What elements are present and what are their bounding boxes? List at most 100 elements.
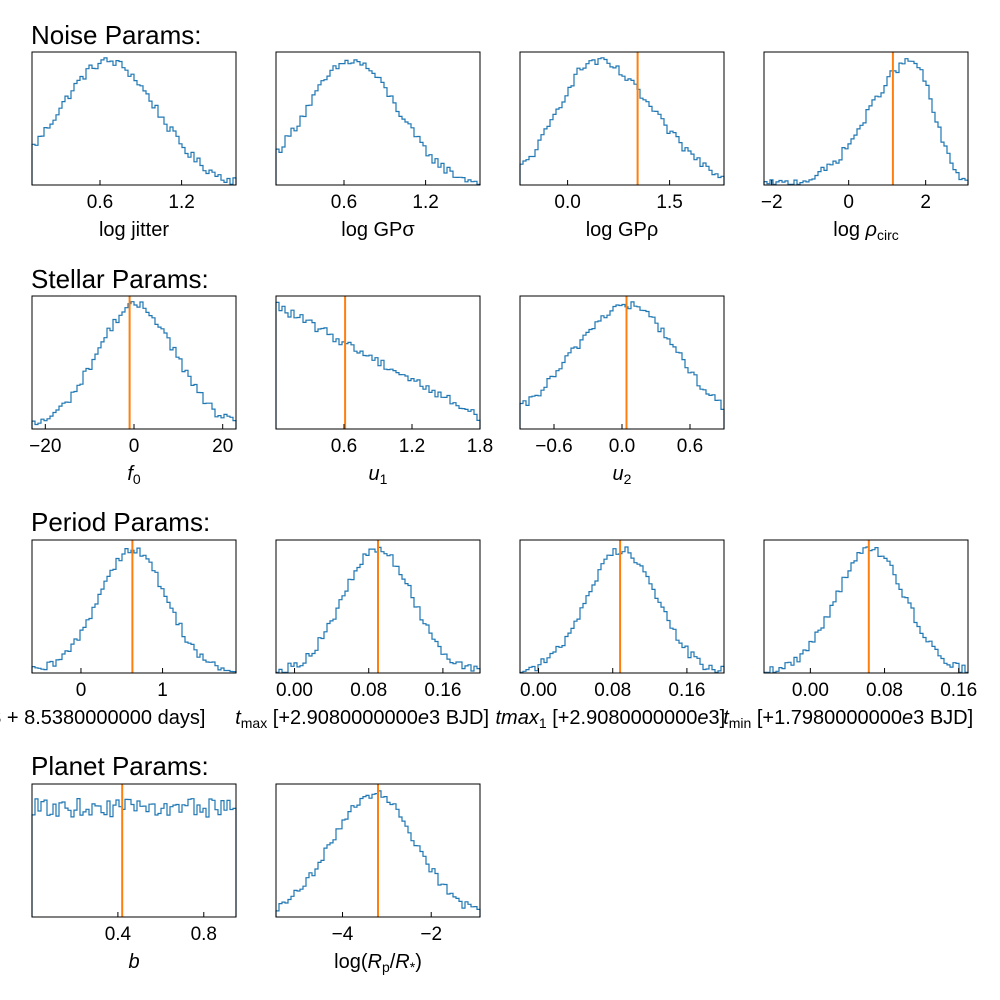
axes-frame [763,51,969,186]
histogram-bars [31,301,237,429]
x-tick-label: 0.00 [792,680,829,701]
section-title-planet: Planet Params: [31,751,209,781]
axis-label-part: 0 [133,471,141,487]
histogram-panels: 0.6 1.2 log jitter 0.6 1.2 log GPσ 0.0 1.5 log G… [0,51,977,975]
x-tick-label: 1.2 [399,436,425,457]
x-axis-label: tmax [+2.9080000000e3 BJD] [235,707,489,731]
axis-label-part: 1 [539,715,547,731]
axis-label-part: / [390,951,396,973]
axis-label-part: t [723,707,730,729]
axis-label-part: log jitter [99,219,169,241]
x-tick-label: 1.8 [467,436,493,457]
axes-frame [275,51,481,186]
axis-label-part: max [241,715,267,731]
x-tick-label: 0.0 [554,192,580,213]
x-tick-label: 0.16 [424,680,461,701]
x-axis-label: log(Rp/R*) [334,951,422,975]
axes-frame [31,539,237,674]
x-tick-label: 0.00 [520,680,557,701]
x-tick-label: 0.6 [677,436,703,457]
axis-label-part: 3 BJD] [913,707,973,729]
x-axis-label: f0 [127,463,141,487]
x-tick-label: 0.4 [105,924,132,945]
x-tick-label: 0.6 [331,436,357,457]
x-tick-label: 0.16 [940,680,977,701]
axis-label-part: e [418,707,429,729]
axis-label-part: tmax [496,707,540,729]
histogram-panel: 0.6 1.2 log jitter [31,51,237,241]
x-tick-label: 0 [129,436,140,457]
axes-frame [31,783,237,918]
histogram-panel: 0.6 1.2 1.8 u1 [275,295,493,487]
x-tick-label: 0.0 [609,436,635,457]
axis-label-part: * [410,959,416,975]
histogram-bars [31,798,237,917]
axis-label-part: f [127,463,135,485]
axes-frame [275,539,481,674]
axis-label-part: u [369,463,380,485]
x-tick-label: 0.6 [331,192,357,213]
axis-label-part: e [902,707,913,729]
axis-label-part: e [697,707,708,729]
axis-label-part: 1 [380,471,388,487]
axis-label-part: log( [334,951,368,973]
axis-label-part: R [395,951,409,973]
x-tick-label: 0.6 [87,192,113,213]
axis-label-part: b [128,951,139,973]
histogram-panel: 0.4 0.8 b [31,783,237,973]
x-axis-label: b [128,951,139,973]
axis-label-part: log GPσ [341,219,415,241]
axes-frame [31,51,237,186]
histogram-bars [519,546,725,673]
histogram-bars [519,301,725,429]
histogram-bars [519,57,725,185]
x-tick-label: 0 [843,192,854,213]
x-axis-label: tmin [+1.7980000000e3 BJD] [723,707,973,731]
axis-label-part: [+2.9080000000 [547,707,698,729]
histogram-bars [31,547,237,673]
x-tick-label: 20 [212,436,233,457]
histogram-bars [763,58,969,185]
x-tick-label: 0.08 [594,680,631,701]
x-tick-label: 0 [76,680,87,701]
x-tick-label: 0.16 [668,680,705,701]
axis-label-part: ρ [865,219,877,241]
histogram-panel: 0.00 0.08 0.16 tmax1 [+2.9080000000e3] [496,539,725,731]
histogram-panel: 0.00 0.08 0.16 tmax [+2.9080000000e3 BJD] [235,539,489,731]
histogram-panel: 0.00 0.08 0.16 tmin [+1.7980000000e3 BJD] [723,539,977,731]
x-tick-label: 0.08 [866,680,903,701]
axis-label-part: [+2.9080000000 [267,707,418,729]
axis-label-part: circ [877,227,899,243]
axis-label-part: min [729,715,752,731]
axis-label-part: 3] [708,707,725,729]
axis-label-part: p [382,959,390,975]
axis-label-part: [+1.7980000000 [751,707,902,729]
x-tick-label: −4 [332,924,354,945]
x-axis-label: u2 [613,463,632,487]
histogram-bars [31,57,237,185]
x-tick-label: 0.00 [276,680,313,701]
x-tick-label: −2 [761,192,783,213]
axes-frame [275,295,481,430]
axes-frame [519,295,725,430]
x-tick-label: −20 [29,436,61,457]
histogram-panel: 0 1 [1e−3 + 8.5380000000 days] [0,539,237,729]
x-axis-label: [1e−3 + 8.5380000000 days] [0,707,205,729]
x-tick-label: 1.2 [168,192,194,213]
x-axis-label: log jitter [99,219,169,241]
axis-label-part: R [367,951,381,973]
axis-label-part: ) [415,951,422,973]
x-tick-label: 0.08 [350,680,387,701]
axes-frame [31,295,237,430]
axis-label-part: 2 [624,471,632,487]
histogram-panel: 0.6 1.2 log GPσ [275,51,481,241]
x-axis-label: log GPρ [586,219,659,241]
x-tick-label: 1.5 [656,192,682,213]
axis-label-part: 3 BJD] [429,707,489,729]
axis-label-part: log GPρ [586,219,659,241]
x-axis-label: u1 [369,463,388,487]
axis-label-part: −3 + 8.5380000000 days] [0,707,205,729]
histogram-panel: −0.6 0.0 0.6 u2 [519,295,725,487]
